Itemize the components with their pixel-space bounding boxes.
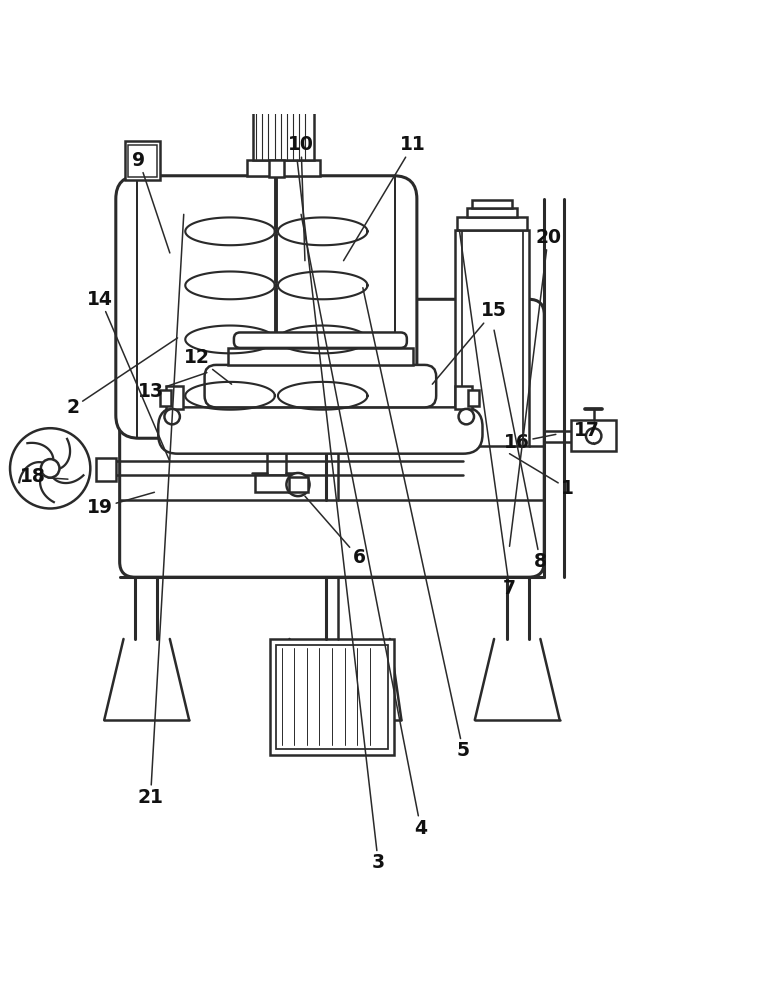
Text: 2: 2 xyxy=(67,338,178,417)
Text: 16: 16 xyxy=(504,433,556,452)
Text: 8: 8 xyxy=(494,330,547,571)
Circle shape xyxy=(164,409,180,424)
Bar xyxy=(253,110,314,160)
Text: 21: 21 xyxy=(137,214,184,807)
Circle shape xyxy=(586,428,601,444)
Polygon shape xyxy=(278,271,367,299)
Bar xyxy=(467,208,517,217)
FancyBboxPatch shape xyxy=(116,176,417,438)
Text: 19: 19 xyxy=(87,492,154,517)
Text: 18: 18 xyxy=(19,467,68,486)
Text: 6: 6 xyxy=(305,496,365,567)
Text: 13: 13 xyxy=(137,373,207,401)
Polygon shape xyxy=(278,382,367,410)
Circle shape xyxy=(41,459,59,478)
Bar xyxy=(166,386,183,409)
Bar xyxy=(96,458,116,481)
Polygon shape xyxy=(185,217,275,245)
Bar xyxy=(160,390,171,406)
Text: 14: 14 xyxy=(87,290,170,461)
Bar xyxy=(270,639,394,755)
Circle shape xyxy=(286,473,310,496)
Polygon shape xyxy=(278,326,367,353)
FancyBboxPatch shape xyxy=(120,299,544,577)
Bar xyxy=(269,160,284,177)
Bar xyxy=(571,420,616,451)
Bar xyxy=(289,477,308,492)
Text: 7: 7 xyxy=(459,230,516,598)
Bar xyxy=(457,217,527,230)
Bar xyxy=(468,390,479,406)
Bar xyxy=(455,230,529,446)
Bar xyxy=(128,145,157,177)
Text: 4: 4 xyxy=(301,214,427,838)
Text: 5: 5 xyxy=(363,288,469,760)
Bar xyxy=(255,475,298,492)
FancyBboxPatch shape xyxy=(205,365,436,407)
Text: 12: 12 xyxy=(184,348,232,384)
Circle shape xyxy=(10,428,90,508)
Bar xyxy=(228,348,413,365)
Circle shape xyxy=(459,409,474,424)
FancyBboxPatch shape xyxy=(158,407,482,454)
Text: 9: 9 xyxy=(132,151,170,253)
Bar xyxy=(247,160,320,176)
Bar xyxy=(472,200,512,208)
Polygon shape xyxy=(185,382,275,410)
Polygon shape xyxy=(185,326,275,353)
Bar xyxy=(455,386,472,409)
Text: 17: 17 xyxy=(574,421,600,444)
Polygon shape xyxy=(185,271,275,299)
Bar xyxy=(276,645,388,749)
Bar xyxy=(125,141,160,180)
Text: 15: 15 xyxy=(432,301,507,384)
Text: 10: 10 xyxy=(288,135,314,261)
Text: 20: 20 xyxy=(510,228,561,546)
Polygon shape xyxy=(278,217,367,245)
Text: 1: 1 xyxy=(510,454,574,498)
Text: 11: 11 xyxy=(344,135,426,261)
FancyBboxPatch shape xyxy=(234,332,407,348)
Text: 3: 3 xyxy=(297,160,385,872)
